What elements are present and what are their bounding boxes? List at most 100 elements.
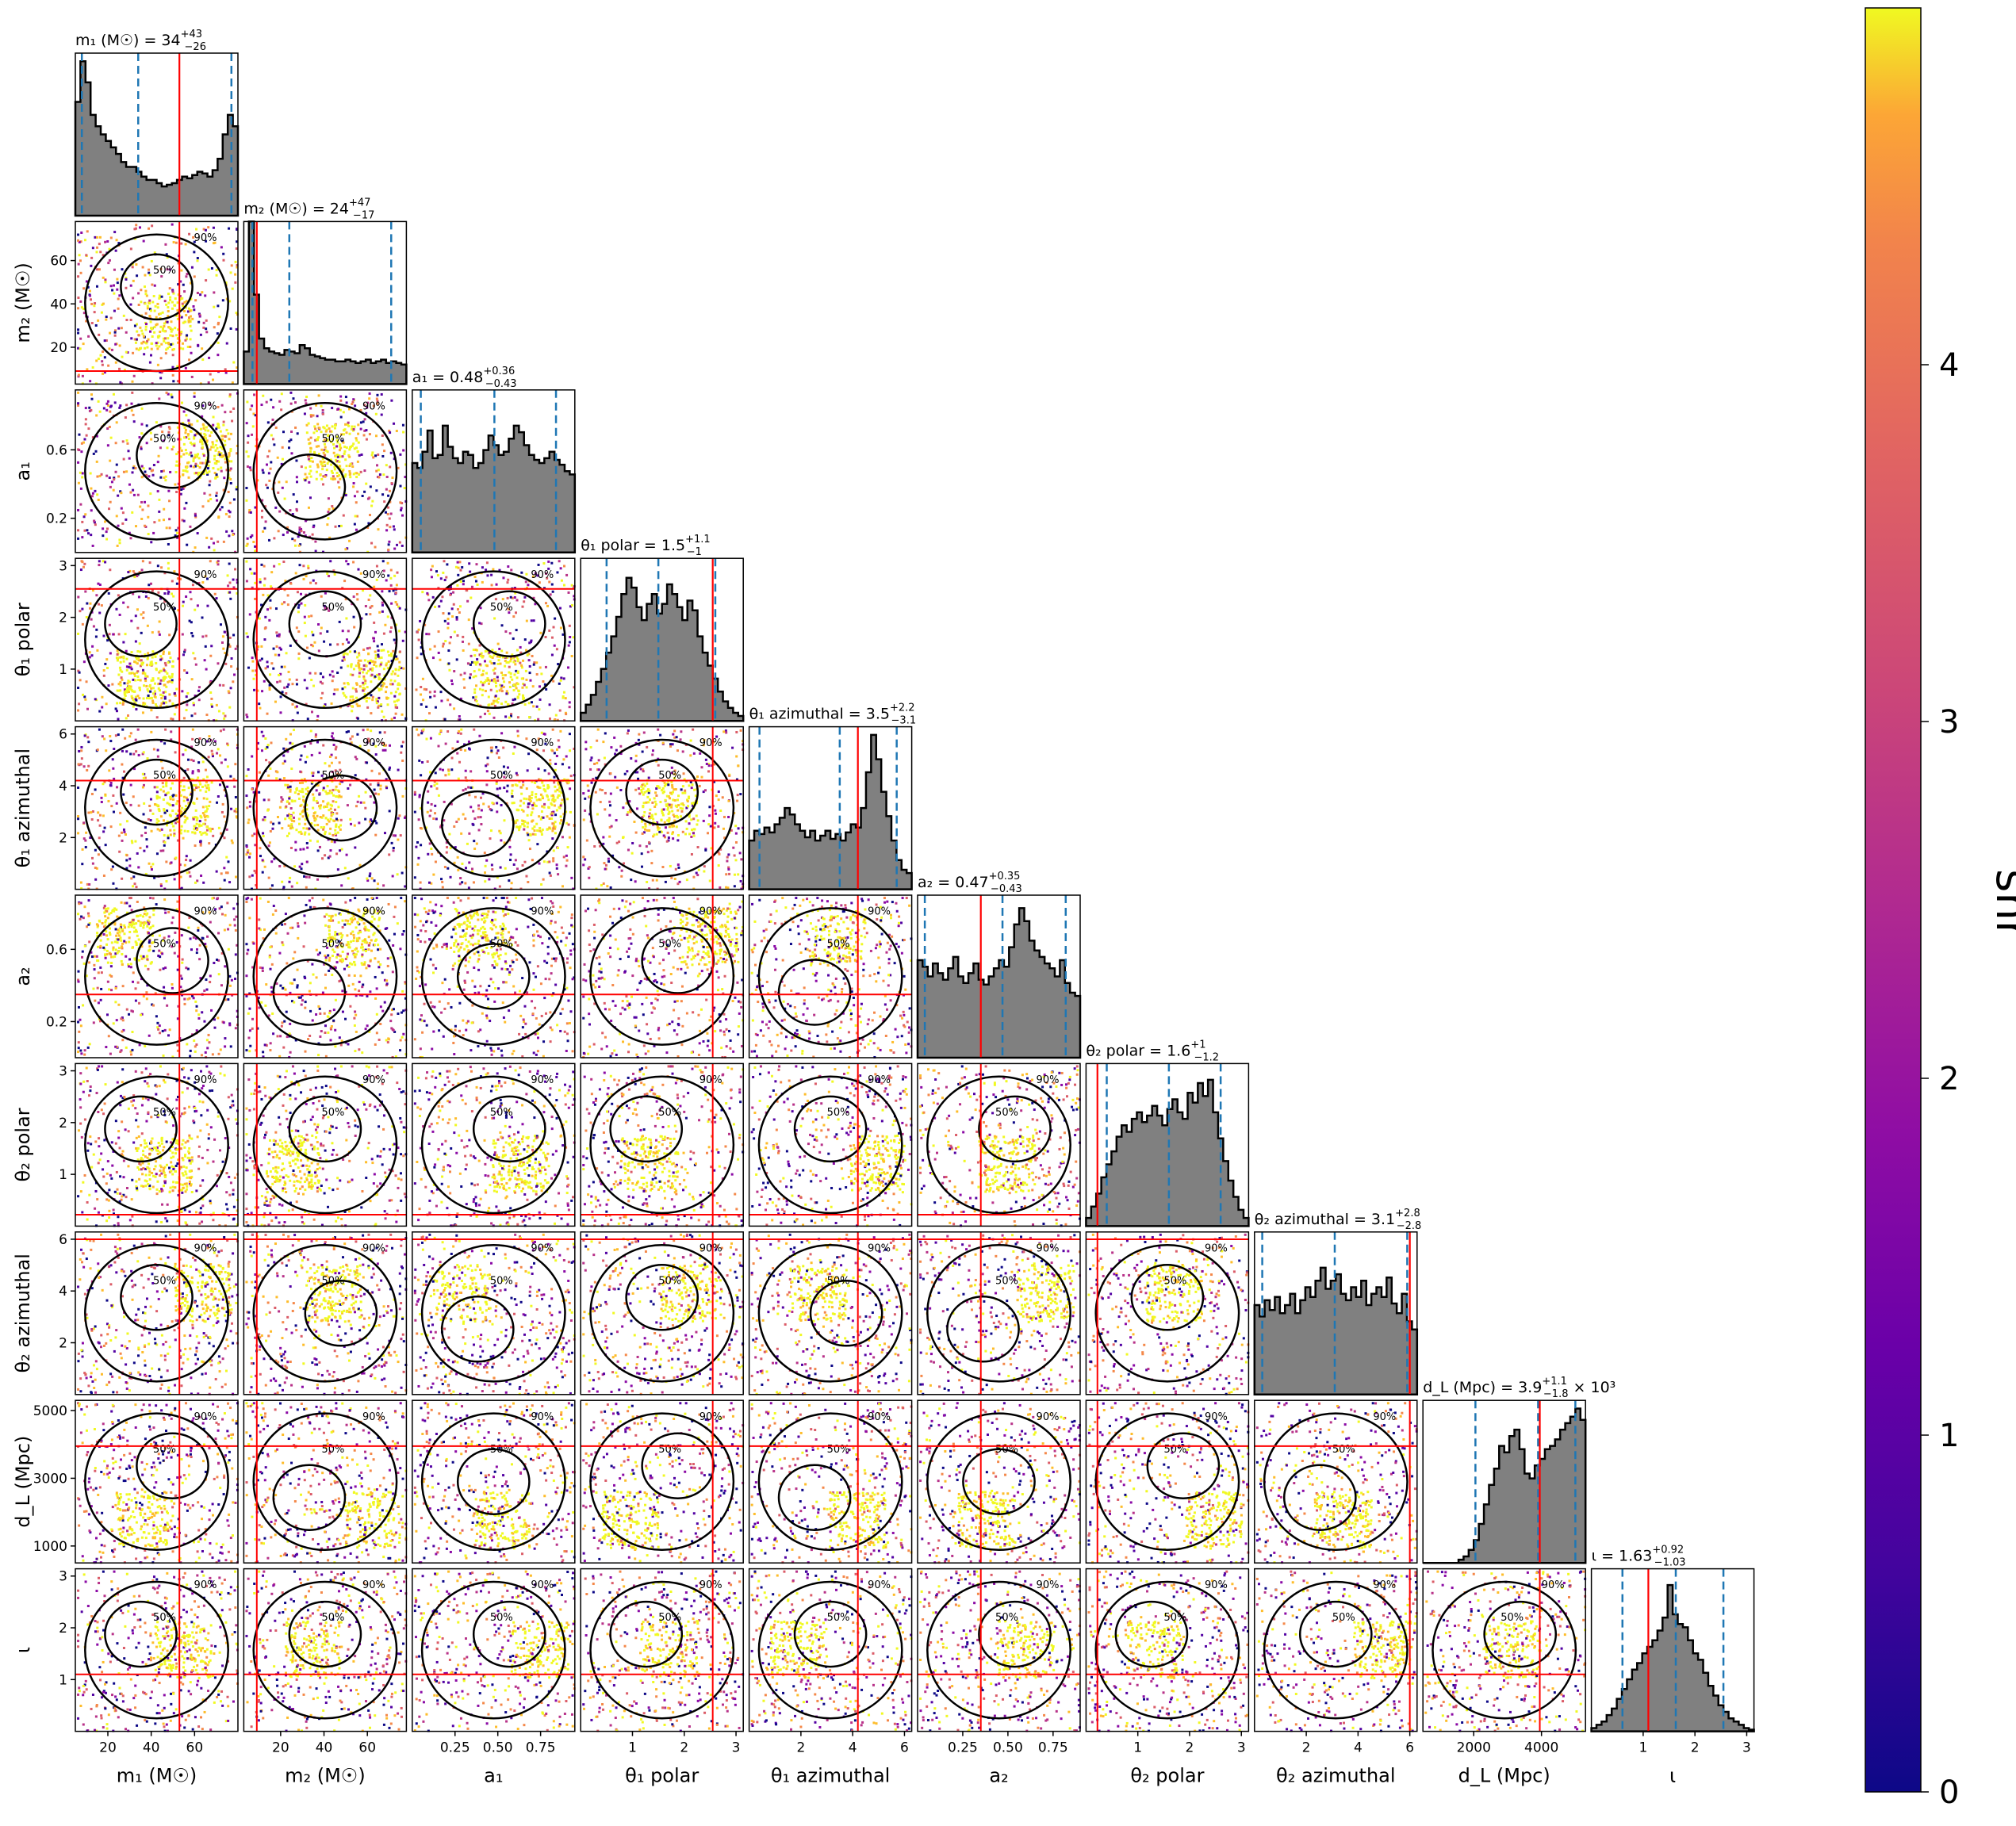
scatter-point: [189, 309, 192, 312]
scatter-point: [117, 633, 121, 636]
scatter-point: [171, 810, 174, 813]
scatter-point: [199, 333, 202, 336]
scatter-point: [439, 599, 443, 603]
scatter-point: [77, 307, 80, 310]
scatter-point: [383, 678, 386, 681]
scatter-point: [559, 815, 562, 818]
scatter-point: [140, 446, 143, 449]
scatter-point: [461, 862, 464, 865]
scatter-point: [688, 822, 691, 825]
scatter-point: [296, 480, 299, 484]
scatter-point: [262, 734, 265, 737]
scatter-point: [128, 531, 131, 534]
scatter-point: [388, 489, 391, 492]
scatter-point: [351, 603, 354, 606]
scatter-point: [107, 262, 110, 265]
scatter-point: [283, 864, 286, 867]
scatter-point: [197, 471, 201, 474]
scatter-point: [370, 769, 374, 772]
scatter-point: [183, 829, 186, 833]
scatter-point: [493, 672, 496, 675]
scatter-point: [481, 580, 484, 584]
scatter-point: [171, 343, 174, 346]
scatter-point: [302, 798, 305, 802]
scatter-point: [101, 695, 104, 699]
scatter-point: [561, 885, 565, 888]
scatter-point: [321, 691, 324, 695]
scatter-point: [227, 584, 230, 588]
scatter-point: [226, 871, 229, 875]
scatter-point: [212, 834, 215, 837]
scatter-point: [498, 787, 501, 790]
scatter-point: [163, 844, 166, 847]
scatter-point: [607, 860, 611, 863]
scatter-point: [703, 865, 706, 868]
scatter-point: [323, 427, 326, 430]
scatter-point: [153, 251, 156, 255]
scatter-point: [297, 535, 300, 538]
scatter-point: [336, 688, 339, 691]
scatter-point: [511, 784, 514, 787]
scatter-point: [175, 314, 178, 317]
scatter-point: [329, 430, 332, 433]
scatter-point: [305, 593, 308, 596]
scatter-point: [338, 524, 341, 527]
scatter-point: [90, 618, 93, 621]
scatter-point: [511, 678, 514, 681]
scatter-point: [109, 316, 113, 320]
scatter-point: [97, 582, 100, 585]
scatter-point: [129, 664, 132, 668]
scatter-point: [230, 807, 233, 810]
scatter-point: [278, 510, 282, 513]
scatter-point: [278, 633, 281, 636]
scatter-point: [485, 664, 489, 668]
scatter-point: [247, 441, 250, 444]
scatter-point: [353, 824, 356, 827]
scatter-point: [473, 688, 477, 691]
scatter-point: [512, 615, 515, 618]
scatter-point: [293, 820, 296, 823]
scatter-point: [395, 655, 398, 658]
scatter-point: [338, 790, 341, 793]
scatter-point: [234, 281, 237, 284]
scatter-point: [365, 778, 368, 781]
scatter-point: [155, 797, 159, 800]
scatter-point: [222, 728, 225, 731]
scatter-point: [485, 859, 489, 862]
scatter-point: [314, 549, 317, 553]
scatter-point: [333, 840, 336, 844]
scatter-point: [400, 667, 403, 670]
scatter-point: [462, 580, 465, 583]
scatter-point: [438, 733, 441, 736]
scatter-point: [739, 793, 742, 796]
scatter-point: [189, 281, 192, 285]
y-tick-label: 20: [50, 340, 67, 356]
scatter-point: [401, 741, 404, 744]
scatter-point: [267, 774, 270, 777]
scatter-point: [207, 787, 210, 790]
scatter-point: [512, 863, 515, 866]
scatter-point: [388, 853, 391, 856]
scatter-point: [164, 691, 167, 694]
scatter-point: [519, 799, 523, 802]
scatter-point: [102, 814, 105, 817]
scatter-point: [496, 676, 499, 679]
scatter-point: [396, 873, 399, 876]
scatter-point: [302, 577, 305, 580]
scatter-point: [434, 706, 437, 709]
scatter-point: [231, 381, 234, 385]
scatter-point: [263, 526, 266, 530]
scatter-point: [520, 666, 523, 669]
scatter-point: [311, 533, 314, 536]
scatter-point: [132, 705, 135, 708]
scatter-point: [438, 605, 441, 608]
scatter-point: [650, 815, 653, 818]
scatter-point: [190, 632, 194, 635]
scatter-point: [635, 807, 638, 810]
scatter-point: [144, 872, 148, 875]
scatter-point: [293, 816, 296, 819]
scatter-point: [689, 754, 692, 757]
scatter-point: [450, 683, 454, 686]
scatter-point: [192, 816, 195, 819]
scatter-point: [231, 530, 234, 533]
